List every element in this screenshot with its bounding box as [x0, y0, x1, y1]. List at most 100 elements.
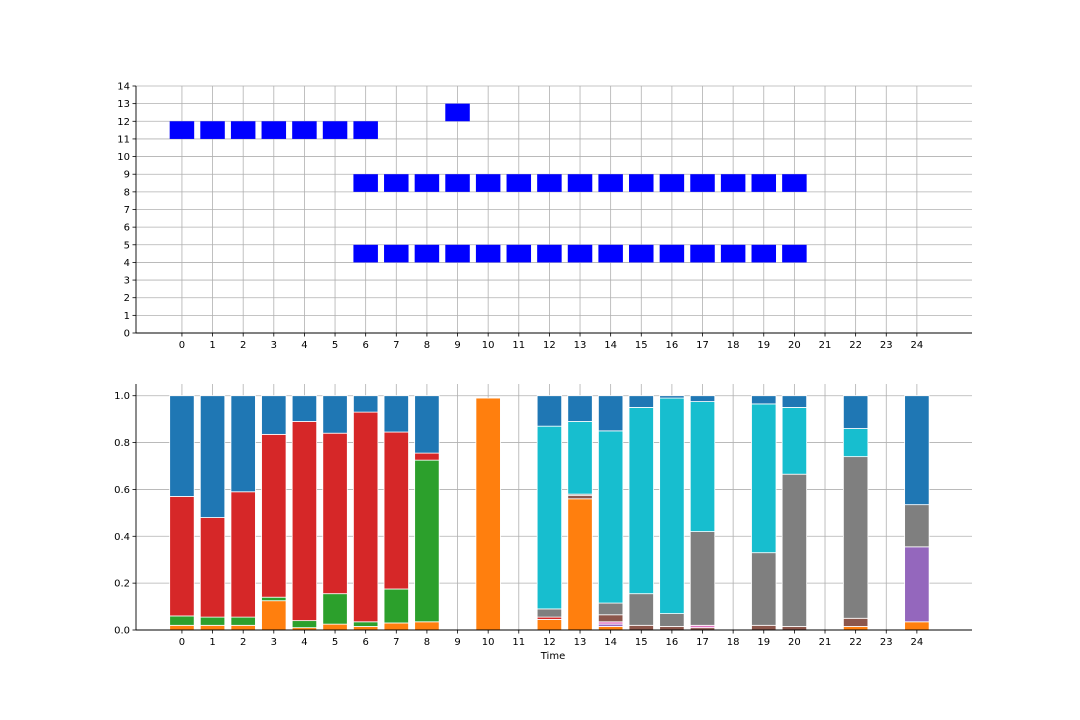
bottom-chart-bar-segment — [383, 431, 409, 590]
bottom-chart-bar-segment — [230, 624, 256, 631]
bottom-chart-bar-segment — [598, 395, 624, 432]
top-chart-cell — [598, 174, 623, 192]
bottom-chart-bar-segment — [383, 622, 409, 631]
top-chart-cell — [414, 244, 440, 263]
top-chart-y-tick-label: 2 — [124, 293, 130, 304]
top-chart-x-tick-label: 18 — [727, 340, 740, 351]
top-chart-cell — [414, 174, 440, 192]
top-chart-cell — [506, 174, 532, 192]
top-chart-x-tick-label: 19 — [757, 340, 770, 351]
bottom-chart-x-tick-label: 18 — [727, 637, 740, 648]
bottom-chart-bar-segment — [842, 395, 869, 429]
top-chart-x-tick-label: 1 — [209, 340, 215, 351]
top-chart-cell — [782, 174, 807, 192]
bottom-chart-bar-segment — [567, 421, 593, 495]
bottom-chart-bar-segment — [169, 624, 195, 631]
bottom-chart-marks — [169, 395, 930, 631]
top-chart-cell — [384, 244, 409, 263]
top-chart-y-tick-label: 14 — [117, 82, 130, 93]
top-chart-cell — [751, 244, 777, 263]
top-chart-x-tick-label: 6 — [362, 340, 368, 351]
top-chart-y-tick-label: 13 — [117, 99, 130, 110]
bottom-chart-bar-segment — [598, 602, 624, 616]
bottom-chart-bar-segment — [904, 395, 930, 506]
bottom-chart-bar-segment — [169, 615, 195, 626]
bottom-chart-bar-segment — [536, 425, 563, 610]
bottom-chart-x-tick-label: 14 — [604, 637, 617, 648]
bottom-chart-bar-segment — [536, 608, 563, 618]
bottom-chart-bar-segment — [414, 621, 440, 631]
top-chart-cell — [690, 244, 715, 263]
bottom-chart-x-tick-label: 15 — [635, 637, 648, 648]
top-chart-y-tick-label: 0 — [124, 329, 130, 340]
top-chart-cell — [445, 244, 470, 263]
top-chart-x-tick-label: 10 — [482, 340, 495, 351]
top-chart-cell — [659, 244, 685, 263]
bottom-chart-bar-segment — [689, 401, 716, 533]
bottom-chart-x-tick-label: 11 — [512, 637, 525, 648]
bottom-chart-bar-segment — [751, 403, 777, 554]
top-chart-cell — [506, 244, 532, 263]
bottom-chart-x-tick-label: 8 — [424, 637, 430, 648]
top-chart-y-tick-label: 3 — [124, 276, 130, 287]
bottom-chart-x-tick-label: 10 — [482, 637, 495, 648]
top-chart-x-tick-label: 2 — [240, 340, 246, 351]
bottom-chart-x-tick-label: 19 — [757, 637, 770, 648]
bottom-chart-y-tick-label: 0.2 — [114, 579, 130, 590]
bottom-chart-y-tick-label: 0.6 — [114, 485, 130, 496]
top-chart-cell — [720, 244, 746, 263]
bottom-chart-x-tick-label: 1 — [209, 637, 215, 648]
bottom-chart-bar-segment — [628, 395, 654, 408]
bottom-chart-bar-segment — [904, 621, 930, 631]
bottom-chart-bar-segment — [230, 616, 256, 626]
top-chart-cell — [445, 103, 470, 122]
top-chart-cell — [322, 121, 348, 139]
bottom-chart-bar-segment — [199, 517, 226, 618]
bottom-chart-bar-segment — [689, 395, 716, 402]
bottom-chart-bar-segment — [904, 504, 930, 548]
top-chart-marks — [169, 103, 807, 263]
bottom-chart-bar-segment — [199, 624, 226, 631]
bottom-chart-bar-segment — [261, 596, 287, 602]
bottom-chart-bar-segment — [781, 395, 808, 408]
bottom-chart-bar-segment — [199, 395, 226, 518]
bottom-chart-x-tick-label: 3 — [271, 637, 277, 648]
bottom-chart-bar-segment — [567, 498, 593, 631]
bottom-chart-bar-segment — [598, 614, 624, 623]
top-chart-cell — [567, 174, 593, 192]
bottom-chart-bar-segment — [628, 624, 654, 631]
bottom-chart-bar-segment — [414, 452, 440, 461]
top-chart-x-tick-label: 11 — [512, 340, 525, 351]
bottom-chart-bar-segment — [659, 626, 685, 631]
bottom-chart-bar-segment — [781, 407, 808, 475]
top-chart-cell — [475, 244, 501, 263]
bottom-chart-bar-segment — [291, 395, 318, 422]
bottom-chart-bar-segment — [353, 621, 379, 627]
top-chart-axes — [132, 85, 972, 337]
bottom-chart-bar-segment — [904, 546, 930, 623]
bottom-chart-bar-segment — [169, 496, 195, 617]
bottom-chart-bar-segment — [598, 626, 624, 631]
bottom-chart-bar-segment — [567, 395, 593, 422]
top-chart-cell — [720, 174, 746, 192]
top-chart-cell — [782, 244, 807, 263]
bottom-chart-x-tick-label: 6 — [362, 637, 368, 648]
bottom-chart-bar-segment — [842, 626, 869, 631]
bottom-chart-x-tick-label: 24 — [911, 637, 924, 648]
top-chart-y-tick-label: 8 — [124, 187, 130, 198]
bottom-chart-bar-segment — [322, 432, 348, 595]
bottom-chart-bar-segment — [628, 593, 654, 626]
top-chart-x-tick-label: 16 — [666, 340, 679, 351]
top-chart-x-tick-label: 17 — [696, 340, 709, 351]
bottom-chart-bar-segment — [628, 407, 654, 595]
top-chart-cell — [537, 244, 562, 263]
top-chart-gridlines — [136, 85, 972, 334]
bottom-chart-bar-segment — [414, 459, 440, 623]
top-chart-cell — [292, 121, 317, 139]
top-chart-x-tick-label: 0 — [179, 340, 185, 351]
top-chart-cell — [659, 174, 685, 192]
top-chart-x-tick-label: 24 — [911, 340, 924, 351]
top-chart-cell — [230, 121, 256, 139]
bottom-chart-bar-segment — [383, 395, 409, 433]
